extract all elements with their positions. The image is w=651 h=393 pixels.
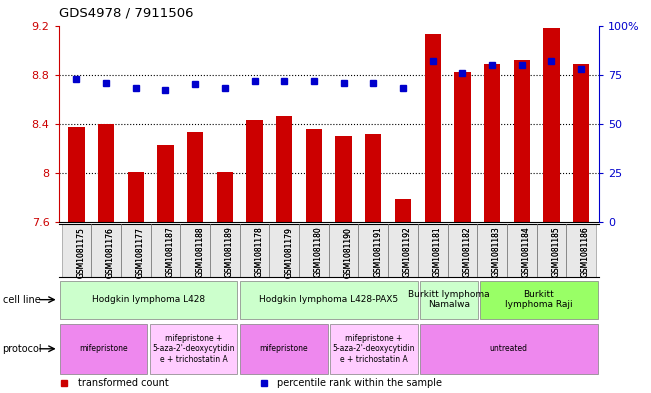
- Bar: [246, 120, 263, 222]
- Text: GSM1081189: GSM1081189: [225, 227, 234, 277]
- Bar: [388, 224, 418, 277]
- Text: GSM1081192: GSM1081192: [403, 227, 412, 277]
- Text: cell line: cell line: [3, 295, 40, 305]
- Text: GSM1081176: GSM1081176: [106, 227, 115, 277]
- Text: GSM1081180: GSM1081180: [314, 227, 323, 277]
- Bar: [270, 224, 299, 277]
- Bar: [420, 281, 478, 319]
- Text: GSM1081180: GSM1081180: [314, 227, 323, 277]
- Text: Hodgkin lymphoma L428: Hodgkin lymphoma L428: [92, 295, 205, 304]
- Text: GSM1081186: GSM1081186: [581, 227, 590, 277]
- Bar: [566, 224, 596, 277]
- Bar: [91, 224, 121, 277]
- Text: GSM1081186: GSM1081186: [581, 227, 590, 277]
- Bar: [335, 136, 352, 222]
- Text: GSM1081177: GSM1081177: [136, 227, 145, 277]
- Text: GSM1081190: GSM1081190: [344, 227, 353, 277]
- Text: GSM1081178: GSM1081178: [255, 227, 264, 277]
- Text: GSM1081175: GSM1081175: [76, 227, 85, 277]
- Text: GSM1081181: GSM1081181: [433, 227, 441, 277]
- Text: GSM1081188: GSM1081188: [195, 227, 204, 277]
- Bar: [98, 124, 115, 222]
- Bar: [60, 324, 147, 374]
- Bar: [420, 324, 598, 374]
- Bar: [514, 60, 530, 222]
- Bar: [128, 172, 144, 222]
- Text: GSM1081187: GSM1081187: [165, 227, 174, 277]
- Text: mifepristone +
5-aza-2'-deoxycytidin
e + trichostatin A: mifepristone + 5-aza-2'-deoxycytidin e +…: [333, 334, 415, 364]
- Text: protocol: protocol: [3, 344, 42, 354]
- Bar: [210, 224, 240, 277]
- Text: GSM1081177: GSM1081177: [136, 227, 145, 277]
- Text: Burkitt lymphoma
Namalwa: Burkitt lymphoma Namalwa: [408, 290, 490, 309]
- Bar: [329, 224, 359, 277]
- Bar: [60, 281, 238, 319]
- Text: untreated: untreated: [490, 344, 528, 353]
- Bar: [507, 224, 536, 277]
- Text: GSM1081184: GSM1081184: [521, 227, 531, 277]
- Text: GSM1081187: GSM1081187: [165, 227, 174, 277]
- Bar: [299, 224, 329, 277]
- Text: GSM1081191: GSM1081191: [373, 227, 382, 277]
- Bar: [424, 34, 441, 222]
- Text: mifepristone: mifepristone: [79, 344, 128, 353]
- Bar: [62, 224, 91, 277]
- Bar: [447, 224, 477, 277]
- Text: GSM1081179: GSM1081179: [284, 227, 293, 277]
- Text: GSM1081188: GSM1081188: [195, 227, 204, 277]
- Bar: [573, 64, 589, 222]
- Bar: [180, 224, 210, 277]
- Text: GSM1081183: GSM1081183: [492, 227, 501, 277]
- Bar: [480, 281, 598, 319]
- Text: GSM1081182: GSM1081182: [462, 227, 471, 277]
- Text: GSM1081191: GSM1081191: [373, 227, 382, 277]
- Bar: [395, 199, 411, 222]
- Text: mifepristone: mifepristone: [259, 344, 308, 353]
- Text: GSM1081192: GSM1081192: [403, 227, 412, 277]
- Bar: [240, 224, 270, 277]
- Text: GSM1081181: GSM1081181: [433, 227, 441, 277]
- Text: GDS4978 / 7911506: GDS4978 / 7911506: [59, 7, 193, 20]
- Bar: [217, 172, 233, 222]
- Text: GSM1081185: GSM1081185: [551, 227, 561, 277]
- Bar: [359, 224, 388, 277]
- Text: GSM1081175: GSM1081175: [76, 227, 85, 277]
- Text: Hodgkin lymphoma L428-PAX5: Hodgkin lymphoma L428-PAX5: [259, 295, 398, 304]
- Bar: [418, 224, 447, 277]
- Bar: [240, 281, 417, 319]
- Bar: [536, 224, 566, 277]
- Bar: [330, 324, 417, 374]
- Bar: [365, 134, 381, 222]
- Text: GSM1081179: GSM1081179: [284, 227, 293, 277]
- Text: GSM1081183: GSM1081183: [492, 227, 501, 277]
- Bar: [187, 132, 203, 222]
- Text: GSM1081190: GSM1081190: [344, 227, 353, 277]
- Bar: [150, 324, 238, 374]
- Text: GSM1081176: GSM1081176: [106, 227, 115, 277]
- Text: percentile rank within the sample: percentile rank within the sample: [277, 378, 443, 388]
- Bar: [158, 145, 174, 222]
- Bar: [454, 72, 471, 222]
- Bar: [484, 64, 500, 222]
- Text: mifepristone +
5-aza-2'-deoxycytidin
e + trichostatin A: mifepristone + 5-aza-2'-deoxycytidin e +…: [152, 334, 235, 364]
- Bar: [306, 129, 322, 222]
- Bar: [240, 324, 327, 374]
- Text: GSM1081178: GSM1081178: [255, 227, 264, 277]
- Text: GSM1081185: GSM1081185: [551, 227, 561, 277]
- Bar: [150, 224, 180, 277]
- Bar: [276, 116, 292, 222]
- Text: transformed count: transformed count: [77, 378, 168, 388]
- Bar: [543, 28, 560, 222]
- Bar: [68, 127, 85, 222]
- Text: Burkitt
lymphoma Raji: Burkitt lymphoma Raji: [505, 290, 573, 309]
- Bar: [121, 224, 150, 277]
- Bar: [477, 224, 507, 277]
- Text: GSM1081182: GSM1081182: [462, 227, 471, 277]
- Text: GSM1081184: GSM1081184: [521, 227, 531, 277]
- Text: GSM1081189: GSM1081189: [225, 227, 234, 277]
